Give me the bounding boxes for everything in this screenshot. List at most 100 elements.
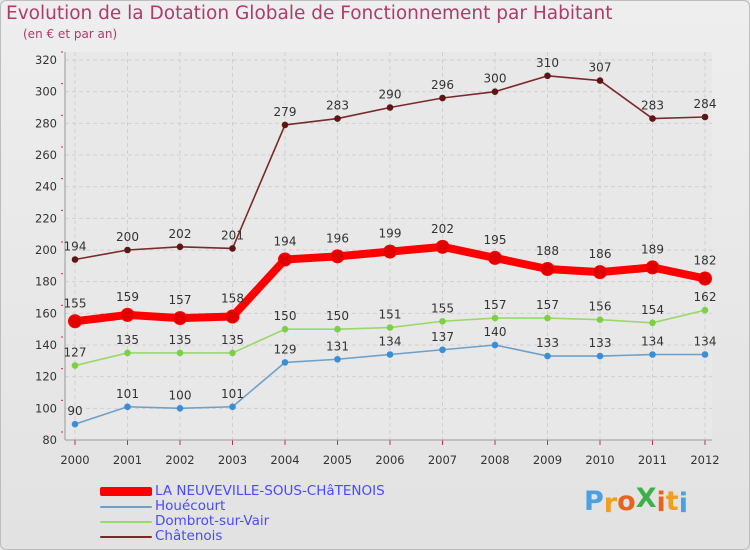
y-tick-label: 280	[35, 116, 57, 130]
data-label: 296	[431, 78, 454, 92]
data-label: 194	[64, 240, 87, 254]
logo-letter: i	[656, 487, 666, 518]
data-point	[278, 252, 292, 267]
data-label: 195	[484, 233, 507, 247]
data-point	[596, 316, 604, 323]
data-point	[386, 324, 394, 331]
data-point	[176, 243, 184, 251]
x-tick-label: 2006	[375, 453, 404, 467]
data-point	[491, 88, 499, 95]
data-point	[334, 355, 341, 363]
data-label: 134	[641, 335, 664, 349]
x-tick-label: 2004	[270, 453, 299, 467]
data-label: 133	[589, 336, 612, 350]
data-point	[645, 260, 660, 275]
y-tick-label: 300	[35, 85, 57, 99]
y-tick-label: 100	[35, 401, 57, 415]
data-label: 202	[169, 227, 192, 241]
data-point	[540, 262, 555, 276]
data-point	[439, 94, 446, 102]
data-point	[596, 77, 604, 84]
logo-letter: X	[635, 483, 657, 514]
data-point	[544, 72, 551, 80]
data-label: 129	[274, 342, 297, 356]
data-point	[544, 314, 551, 322]
data-label: 162	[694, 290, 717, 304]
legend-label-chatenois: Châtenois	[155, 528, 223, 544]
data-label: 159	[116, 290, 139, 304]
data-point	[701, 306, 709, 314]
data-label: 194	[274, 235, 297, 249]
x-tick-label: 2008	[480, 453, 509, 467]
data-label: 307	[589, 61, 612, 75]
data-point	[334, 115, 341, 122]
data-label: 155	[64, 296, 87, 310]
data-label: 135	[169, 333, 192, 347]
data-point	[701, 113, 709, 121]
data-point	[330, 249, 345, 264]
logo-letter: i	[678, 488, 688, 519]
data-label: 157	[169, 293, 192, 307]
x-tick-label: 2005	[323, 453, 352, 467]
data-point	[229, 349, 236, 357]
y-tick-label: 160	[35, 306, 57, 320]
legend-label-neuveville: LA NEUVEVILLE-SOUS-CHâTENOIS	[155, 483, 385, 499]
data-label: 157	[536, 298, 559, 312]
data-label: 283	[326, 99, 349, 113]
data-point	[698, 271, 712, 286]
data-point	[71, 362, 79, 369]
data-label: 189	[641, 242, 664, 256]
data-label: 300	[484, 72, 507, 86]
data-label: 283	[641, 99, 664, 113]
y-tick-label: 140	[35, 338, 57, 352]
legend-swatch-houecourt	[100, 506, 152, 508]
y-tick-label: 320	[35, 53, 57, 67]
data-point	[386, 351, 394, 358]
legend-swatch-neuveville	[100, 487, 152, 496]
data-point	[386, 104, 394, 111]
y-tick-label: 80	[42, 433, 57, 447]
x-tick-label: 2009	[533, 453, 562, 467]
legend-label-dombrot: Dombrot-sur-Vair	[155, 513, 270, 529]
data-label: 182	[694, 254, 717, 268]
x-tick-label: 2011	[638, 453, 667, 467]
proxiti-logo: ProXiti	[584, 483, 688, 519]
data-point	[124, 403, 131, 411]
data-label: 101	[221, 387, 244, 401]
data-point	[491, 314, 499, 322]
data-point	[176, 349, 184, 357]
legend-label-houecourt: Houécourt	[155, 498, 226, 514]
data-label: 134	[379, 335, 402, 349]
data-label: 150	[274, 309, 297, 323]
data-label: 135	[116, 333, 139, 347]
data-label: 290	[379, 88, 402, 102]
data-point	[124, 349, 131, 357]
data-label: 150	[326, 309, 349, 323]
x-tick-label: 2003	[218, 453, 247, 467]
y-tick-label: 260	[35, 148, 57, 162]
data-point	[596, 352, 604, 360]
data-point	[124, 246, 131, 254]
data-point	[229, 245, 236, 252]
data-label: 101	[116, 387, 139, 401]
data-label: 279	[274, 105, 297, 119]
data-point	[491, 341, 499, 349]
y-tick-label: 180	[35, 275, 57, 289]
data-point	[71, 256, 79, 263]
data-label: 135	[221, 333, 244, 347]
data-label: 196	[326, 231, 349, 245]
data-label: 155	[431, 301, 454, 315]
data-point	[176, 405, 184, 412]
x-tick-label: 2010	[585, 453, 614, 467]
data-point	[439, 317, 446, 325]
data-point	[68, 314, 82, 329]
data-label: 151	[379, 308, 402, 322]
data-point	[225, 309, 240, 324]
data-label: 156	[589, 300, 612, 314]
x-tick-label: 2007	[428, 453, 457, 467]
data-label: 137	[431, 330, 454, 344]
data-label: 131	[326, 339, 349, 353]
x-tick-label: 2001	[113, 453, 142, 467]
data-point	[334, 325, 341, 333]
